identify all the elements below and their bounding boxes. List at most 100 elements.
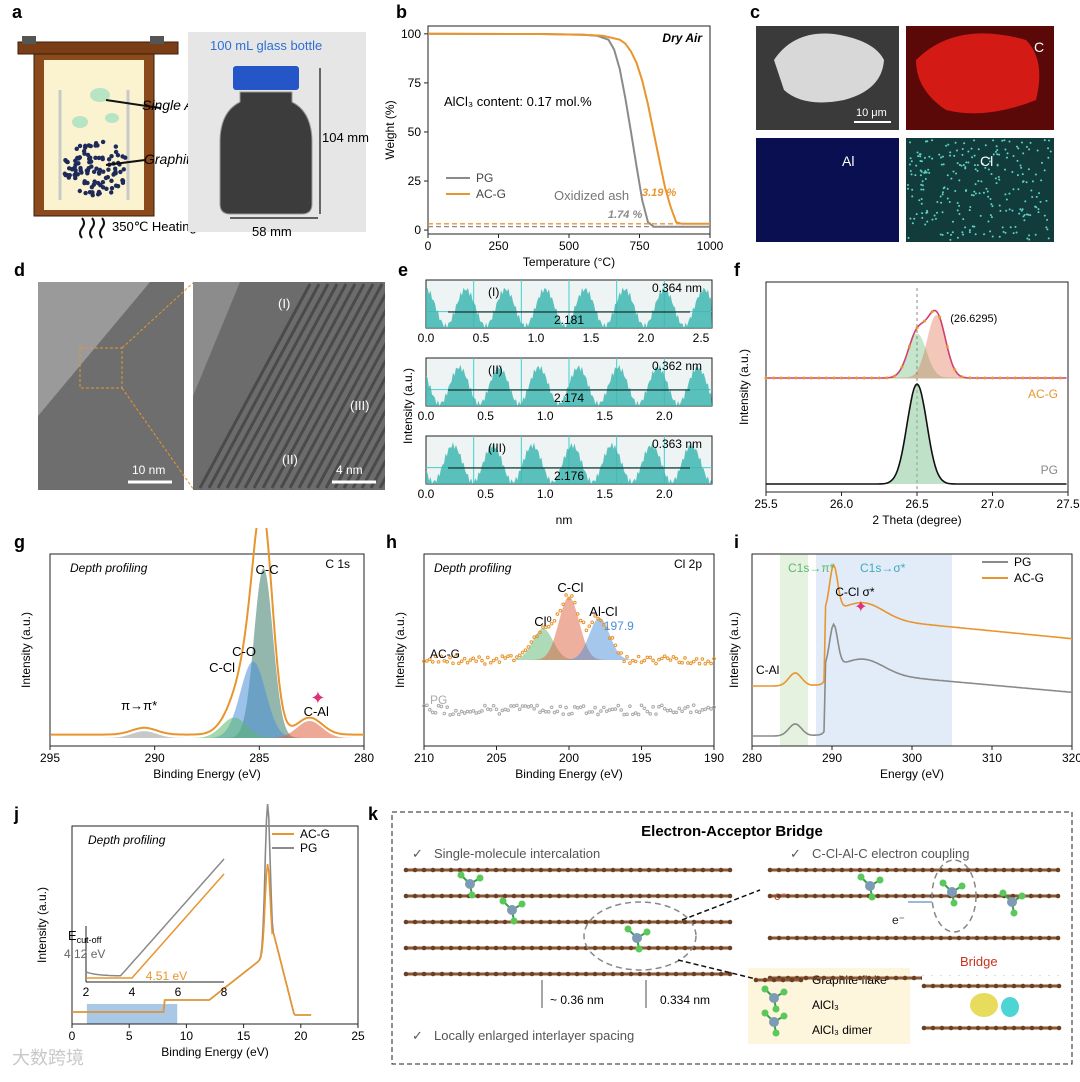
data-point <box>610 636 615 640</box>
chart-title: Cl 2p <box>674 557 702 571</box>
profile-label: (I) <box>488 285 499 299</box>
data-point <box>552 710 557 715</box>
data-point <box>794 376 798 380</box>
carbon-atom <box>830 935 836 941</box>
carbon-atom <box>1029 983 1035 989</box>
data-point <box>433 710 438 715</box>
data-point <box>570 594 574 598</box>
x-tick-label: 0.0 <box>418 331 435 345</box>
chlorine-atom <box>476 874 484 882</box>
carbon-atom <box>502 971 508 977</box>
fringe-line <box>279 283 393 489</box>
carbon-atom <box>493 919 499 925</box>
cl-signal-dot <box>969 206 972 209</box>
data-point <box>633 659 638 664</box>
cl-signal-dot <box>1027 168 1030 171</box>
data-point <box>564 705 568 710</box>
data-point <box>772 376 776 380</box>
height-label: 104 mm <box>322 130 369 145</box>
data-point <box>809 376 813 380</box>
cl-signal-dot <box>1037 211 1040 214</box>
cl-signal-dot <box>964 226 967 229</box>
cl-signal-dot <box>926 220 929 223</box>
carbon-atom <box>839 893 845 899</box>
carbon-atom <box>520 919 526 925</box>
data-point <box>457 661 461 666</box>
carbon-atom <box>709 945 715 951</box>
carbon-atom <box>637 893 643 899</box>
cl-signal-dot <box>1043 139 1046 142</box>
x-tick-label: 0 <box>425 239 432 253</box>
carbon-atom <box>727 893 733 899</box>
cl-signal-dot <box>924 223 927 226</box>
chlorine-atom <box>643 928 651 936</box>
cl-signal-dot <box>997 176 1000 179</box>
cl-signal-dot <box>914 174 917 177</box>
fringe-line <box>288 283 402 489</box>
carbon-atom <box>520 945 526 951</box>
carbon-atom <box>538 945 544 951</box>
x-tick-label: 250 <box>488 239 508 253</box>
carbon-atom <box>920 935 926 941</box>
carbon-atom <box>830 975 836 981</box>
data-point <box>604 709 609 714</box>
chart-title: C 1s <box>325 557 350 571</box>
data-point <box>697 661 702 666</box>
highlight-ellipse <box>583 901 697 971</box>
cl-signal-dot <box>1017 188 1020 191</box>
cl-signal-dot <box>1023 219 1026 222</box>
cl-signal-dot <box>907 187 910 190</box>
data-point <box>817 376 821 380</box>
pi-region <box>780 554 808 746</box>
xps-c1s-chart: g 295 290 285 280 Binding Energy (eV) Intensi… <box>14 504 374 781</box>
cl-signal-dot <box>1021 180 1024 183</box>
carbon-atom <box>646 893 652 899</box>
data-point <box>662 654 667 658</box>
x-tick-label: 210 <box>414 751 434 765</box>
carbon-atom <box>646 971 652 977</box>
data-point <box>671 655 676 659</box>
data-point <box>645 709 650 714</box>
cl-signal-dot <box>965 189 968 192</box>
carbon-atom <box>803 975 809 981</box>
cl-signal-dot <box>920 160 923 163</box>
cl-signal-dot <box>948 200 951 203</box>
data-point <box>541 708 545 713</box>
graphite-particle <box>88 143 93 149</box>
cl-signal-dot <box>996 148 999 151</box>
peak-annotation: C-Al <box>756 663 779 677</box>
carbon-atom <box>930 1025 936 1031</box>
carbon-atom <box>619 971 625 977</box>
cl-signal-dot <box>984 166 987 169</box>
chlorine-atom <box>950 899 958 907</box>
cl-signal-dot <box>1031 195 1034 198</box>
carbon-atom <box>965 935 971 941</box>
carbon-atom <box>893 975 899 981</box>
graphite-particle <box>101 169 106 174</box>
data-point <box>523 648 528 652</box>
data-point <box>677 706 682 711</box>
data-point <box>599 618 603 623</box>
graphite-particle <box>67 173 72 178</box>
data-point <box>660 703 664 708</box>
fringe-line <box>198 283 312 489</box>
cl-signal-dot <box>998 235 1001 238</box>
cl-signal-dot <box>1027 213 1030 216</box>
carbon-atom <box>848 893 854 899</box>
cl-signal-dot <box>973 225 976 228</box>
data-point <box>840 376 843 380</box>
carbon-atom <box>785 935 791 941</box>
carbon-atom <box>421 867 427 873</box>
carbon-atom <box>948 983 954 989</box>
fringe-line <box>225 283 339 489</box>
component-label: C-Cl <box>209 660 235 675</box>
panel-letter: d <box>14 260 25 280</box>
carbon-atom <box>884 893 890 899</box>
data-point <box>506 708 510 713</box>
x-tick-label: 26.5 <box>905 497 929 511</box>
carbon-atom <box>821 867 827 873</box>
carbon-atom <box>475 945 481 951</box>
carbon-atom <box>1001 935 1007 941</box>
cl-signal-dot <box>994 177 997 180</box>
panel-k: k Electron-Acceptor Bridge ✓ Single-mole… <box>362 800 1080 1070</box>
